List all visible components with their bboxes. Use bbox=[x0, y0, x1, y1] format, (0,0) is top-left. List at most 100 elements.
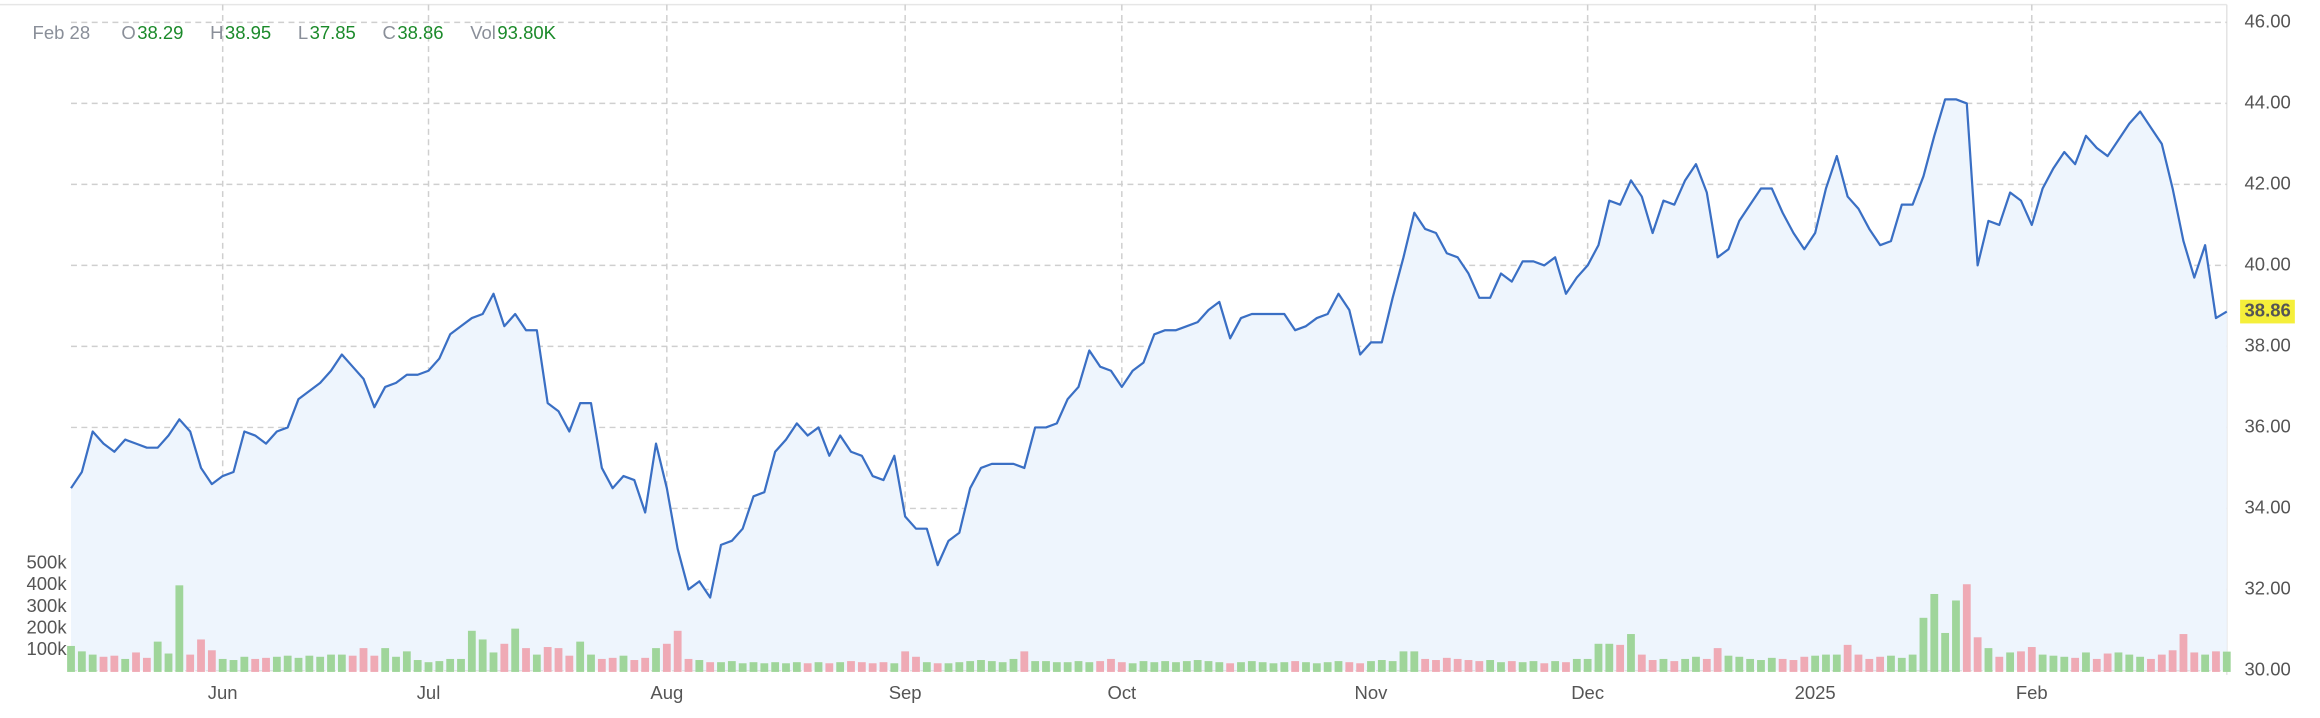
volume-bar bbox=[2060, 656, 2069, 672]
volume-bar bbox=[652, 648, 660, 672]
volume-bar bbox=[608, 657, 617, 672]
volume-bar bbox=[2136, 656, 2145, 672]
volume-bar bbox=[1486, 660, 1495, 672]
volume-bar bbox=[110, 655, 119, 672]
volume-bar bbox=[1865, 658, 1874, 672]
volume-bar bbox=[1453, 658, 1462, 672]
volume-bar bbox=[1464, 660, 1473, 672]
x-tick-label: Oct bbox=[1107, 682, 1136, 703]
volume-bar bbox=[998, 662, 1007, 672]
volume-bar bbox=[283, 655, 292, 672]
volume-bar bbox=[1172, 662, 1180, 672]
volume-bar bbox=[987, 661, 996, 672]
volume-bar bbox=[1334, 661, 1343, 672]
header-key: C bbox=[382, 22, 395, 43]
volume-bar bbox=[1984, 648, 1993, 672]
volume-bar bbox=[305, 655, 314, 672]
volume-bar bbox=[662, 643, 671, 672]
volume-bar bbox=[1789, 660, 1798, 672]
volume-bar bbox=[1475, 661, 1484, 672]
volume-bar bbox=[1009, 658, 1018, 672]
y-tick-label: 40.00 bbox=[2245, 253, 2291, 274]
volume-bar bbox=[175, 585, 184, 672]
volume-bar bbox=[1421, 658, 1430, 672]
volume-bar bbox=[890, 663, 899, 672]
volume-bar bbox=[2092, 658, 2101, 672]
volume-bar bbox=[673, 630, 682, 672]
volume-bar bbox=[2190, 652, 2199, 672]
volume-bar bbox=[522, 648, 530, 672]
volume-bar bbox=[1312, 663, 1321, 672]
volume-bar bbox=[1193, 660, 1202, 672]
volume-bar bbox=[727, 661, 736, 672]
volume-bar bbox=[1995, 656, 2004, 672]
volume-bar bbox=[1800, 656, 1809, 672]
volume-bar bbox=[630, 660, 639, 672]
volume-bar bbox=[1237, 662, 1245, 672]
y-tick-label: 30.00 bbox=[2245, 658, 2291, 679]
volume-bar bbox=[977, 660, 985, 672]
volume-bar bbox=[2082, 652, 2090, 672]
volume-bar bbox=[868, 663, 877, 672]
volume-bar bbox=[695, 660, 704, 672]
volume-bar bbox=[1074, 661, 1083, 672]
header-key: Vol bbox=[470, 22, 496, 43]
volume-bar bbox=[424, 662, 433, 672]
volume-bar bbox=[597, 658, 606, 672]
volume-bar bbox=[1529, 661, 1538, 672]
volume-bar bbox=[1518, 662, 1527, 672]
volume-bar bbox=[294, 657, 303, 672]
volume-bar bbox=[933, 663, 942, 672]
volume-bar bbox=[1930, 593, 1939, 672]
y-tick-label: 36.00 bbox=[2245, 415, 2291, 436]
volume-bar bbox=[1746, 658, 1755, 672]
volume-bar bbox=[857, 662, 866, 672]
volume-bar bbox=[1822, 654, 1830, 672]
volume-bar bbox=[879, 662, 888, 672]
area-fill bbox=[71, 99, 2227, 671]
volume-bar bbox=[1952, 600, 1960, 672]
volume-bar bbox=[2212, 651, 2220, 672]
volume-bar bbox=[944, 663, 953, 672]
volume-bar bbox=[1269, 663, 1278, 672]
volume-tick-label: 100k bbox=[26, 638, 67, 659]
volume-bar bbox=[381, 648, 390, 672]
volume-bar bbox=[1377, 660, 1386, 672]
volume-bar bbox=[1215, 662, 1224, 672]
x-tick-label: Aug bbox=[650, 682, 683, 703]
volume-bar bbox=[207, 650, 216, 672]
x-tick-label: Nov bbox=[1355, 682, 1389, 703]
volume-bar bbox=[912, 656, 920, 672]
y-tick-label: 34.00 bbox=[2245, 496, 2291, 517]
volume-bar bbox=[1713, 648, 1722, 672]
y-tick-label: 32.00 bbox=[2245, 577, 2291, 598]
volume-bar bbox=[262, 657, 270, 672]
volume-bar bbox=[1204, 661, 1213, 672]
volume-bar bbox=[1442, 657, 1451, 672]
volume-bar bbox=[1897, 657, 1906, 672]
volume-bar bbox=[316, 656, 325, 672]
volume-bar bbox=[1367, 661, 1375, 672]
volume-bar bbox=[164, 653, 173, 672]
volume-bar bbox=[1247, 661, 1256, 672]
volume-bar bbox=[2114, 652, 2123, 672]
volume-bar bbox=[1388, 661, 1397, 672]
volume-bar bbox=[1908, 654, 1917, 672]
volume-bar bbox=[543, 647, 552, 672]
volume-bar bbox=[738, 663, 747, 672]
volume-bar bbox=[1659, 658, 1668, 672]
volume-bar bbox=[153, 641, 162, 672]
volume-bar bbox=[327, 654, 335, 672]
volume-bar bbox=[142, 657, 151, 672]
volume-bar bbox=[641, 657, 650, 672]
volume-bar bbox=[1182, 661, 1191, 672]
volume-bar bbox=[1854, 654, 1863, 672]
header-value: 38.29 bbox=[137, 22, 183, 43]
volume-bar bbox=[1085, 662, 1094, 672]
last-price-badge bbox=[2240, 299, 2295, 324]
volume-bar bbox=[2201, 654, 2210, 672]
volume-bar bbox=[1648, 660, 1657, 672]
price-area bbox=[70, 98, 2228, 671]
volume-bar bbox=[1117, 662, 1126, 672]
volume-bar bbox=[489, 652, 498, 672]
